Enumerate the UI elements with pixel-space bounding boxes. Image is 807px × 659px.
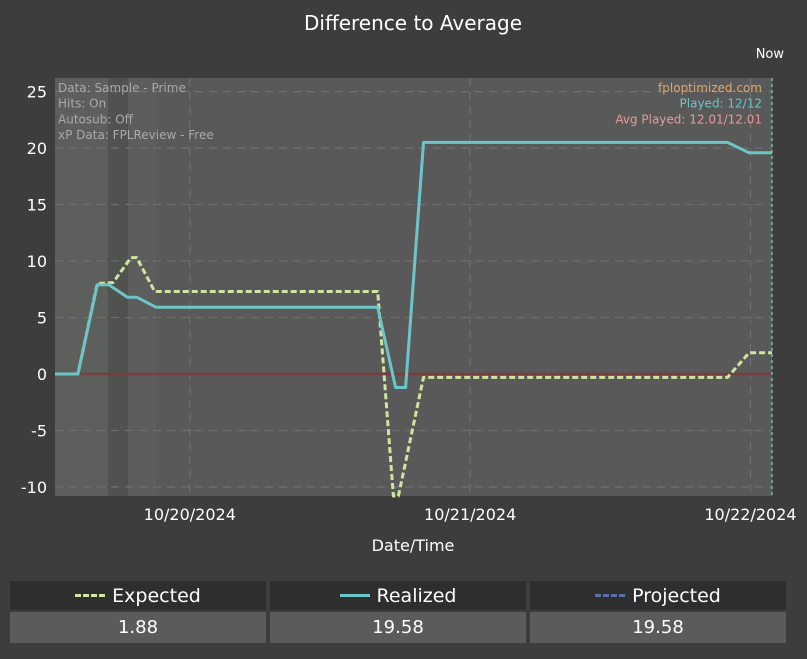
summary-head-realized: Realized: [270, 581, 526, 610]
summary-head-expected: Expected: [10, 581, 266, 610]
series-line-realized: [55, 140, 772, 389]
y-tick-label: 10: [27, 252, 47, 271]
site-annotation: Avg Played: 12.01/12.01: [615, 112, 762, 126]
summary-label-projected: Projected: [632, 584, 721, 607]
y-tick-label: 25: [27, 83, 47, 102]
summary-label-realized: Realized: [376, 584, 457, 607]
legend-swatch-expected: [75, 594, 106, 597]
site-annotation: fploptimized.com: [658, 81, 762, 95]
series-lines: [55, 140, 772, 498]
x-tick-label: 10/22/2024: [704, 505, 796, 524]
info-annotation: xP Data: FPLReview - Free: [58, 128, 214, 142]
summary-table: Expected 1.88 Realized 19.58 Projected 1…: [10, 581, 786, 643]
y-tick-label: 20: [27, 139, 47, 158]
summary-value-realized: 19.58: [270, 612, 526, 643]
y-axis-ticks: -10 -5 0 5 10 15 20 25: [21, 83, 47, 497]
chart-title: Difference to Average: [304, 11, 522, 35]
legend-swatch-projected: [595, 594, 626, 597]
x-tick-label: 10/20/2024: [144, 505, 236, 524]
info-annotation: Autosub: Off: [58, 112, 134, 126]
x-axis-ticks: 10/20/2024 10/21/2024 10/22/2024: [144, 505, 797, 524]
info-annotation: Data: Sample - Prime: [58, 81, 186, 95]
summary-value-projected: 19.58: [530, 612, 786, 643]
y-tick-label: 15: [27, 196, 47, 215]
y-tick-label: 0: [37, 365, 47, 384]
y-tick-label: -5: [31, 421, 47, 440]
y-tick-label: 5: [37, 309, 47, 328]
summary-col-projected: Projected 19.58: [530, 581, 786, 643]
summary-label-expected: Expected: [112, 584, 201, 607]
info-annotation: Hits: On: [58, 97, 106, 111]
x-tick-label: 10/21/2024: [424, 505, 516, 524]
x-axis-label: Date/Time: [372, 536, 455, 555]
legend-swatch-realized: [339, 594, 370, 597]
y-tick-label: -10: [21, 478, 47, 497]
summary-col-expected: Expected 1.88: [10, 581, 266, 643]
summary-head-projected: Projected: [530, 581, 786, 610]
difference-chart: Difference to Average Now -10 -5 0 5 10 15 20 2…: [21, 11, 797, 555]
site-annotation: Played: 12/12: [680, 97, 762, 111]
summary-value-expected: 1.88: [10, 612, 266, 643]
summary-col-realized: Realized 19.58: [270, 581, 526, 643]
now-label: Now: [756, 47, 785, 62]
